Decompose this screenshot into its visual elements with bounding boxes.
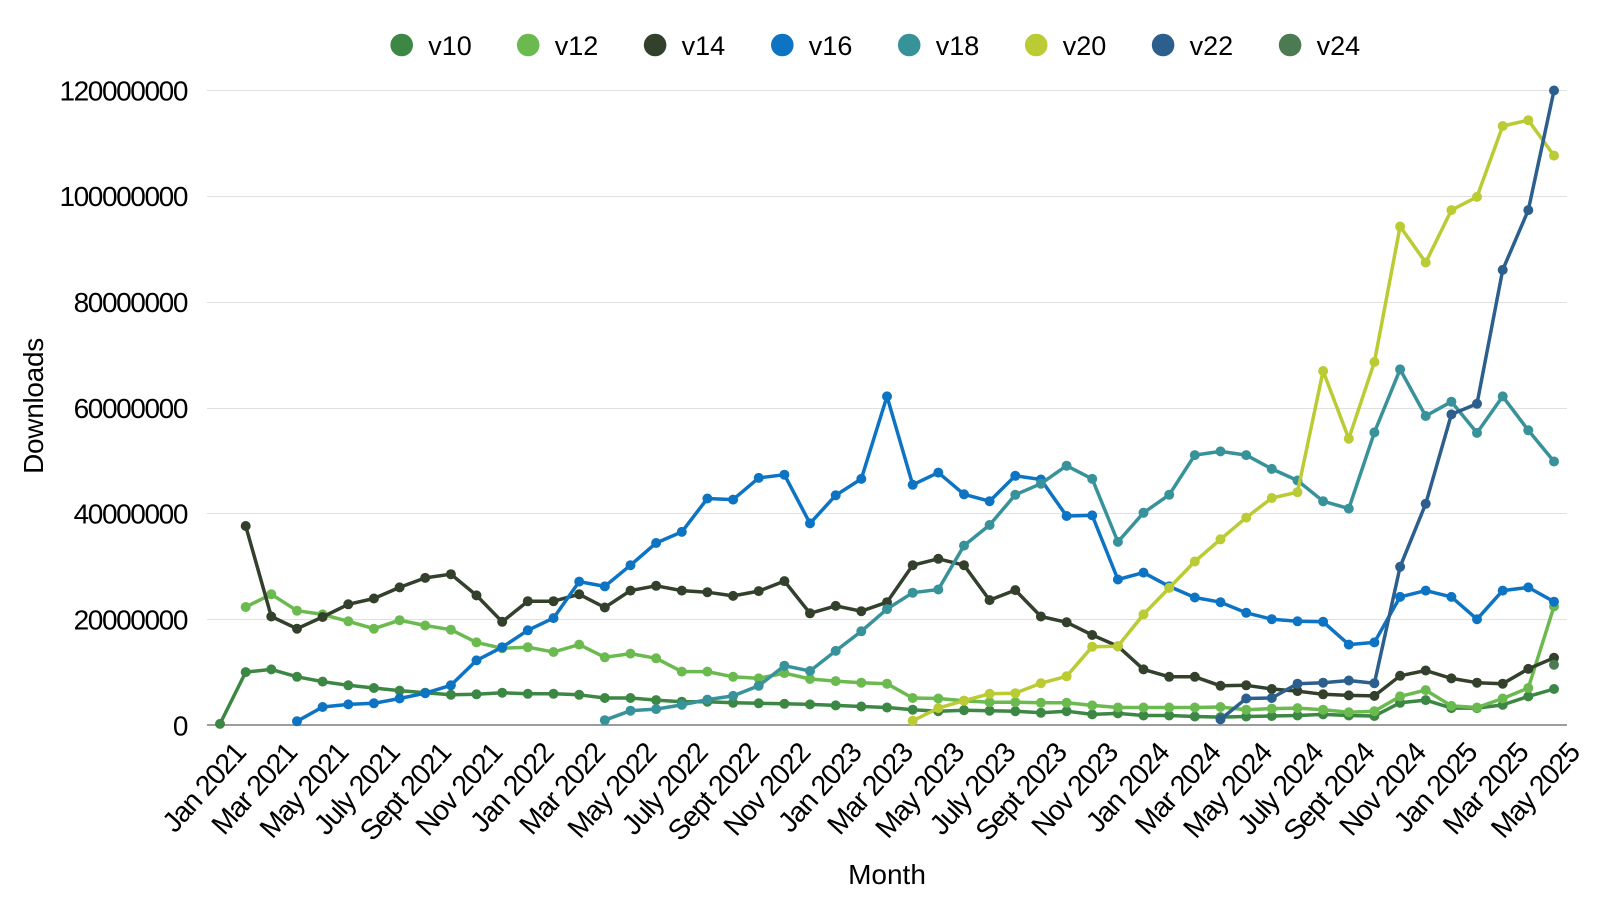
svg-text:v12: v12 — [555, 31, 599, 61]
svg-text:v24: v24 — [1317, 31, 1361, 61]
svg-text:v18: v18 — [936, 31, 980, 61]
svg-text:Month: Month — [848, 859, 926, 890]
svg-text:v14: v14 — [682, 31, 726, 61]
svg-text:0: 0 — [173, 710, 188, 741]
svg-text:v22: v22 — [1190, 31, 1234, 61]
svg-text:v20: v20 — [1063, 31, 1107, 61]
svg-text:20000000: 20000000 — [74, 605, 188, 636]
svg-text:v16: v16 — [809, 31, 853, 61]
svg-text:40000000: 40000000 — [74, 499, 188, 530]
svg-text:Downloads: Downloads — [18, 338, 49, 474]
svg-text:100000000: 100000000 — [59, 181, 187, 212]
svg-text:120000000: 120000000 — [59, 75, 187, 106]
svg-text:v10: v10 — [428, 31, 472, 61]
svg-text:60000000: 60000000 — [74, 393, 188, 424]
svg-text:80000000: 80000000 — [74, 287, 188, 318]
